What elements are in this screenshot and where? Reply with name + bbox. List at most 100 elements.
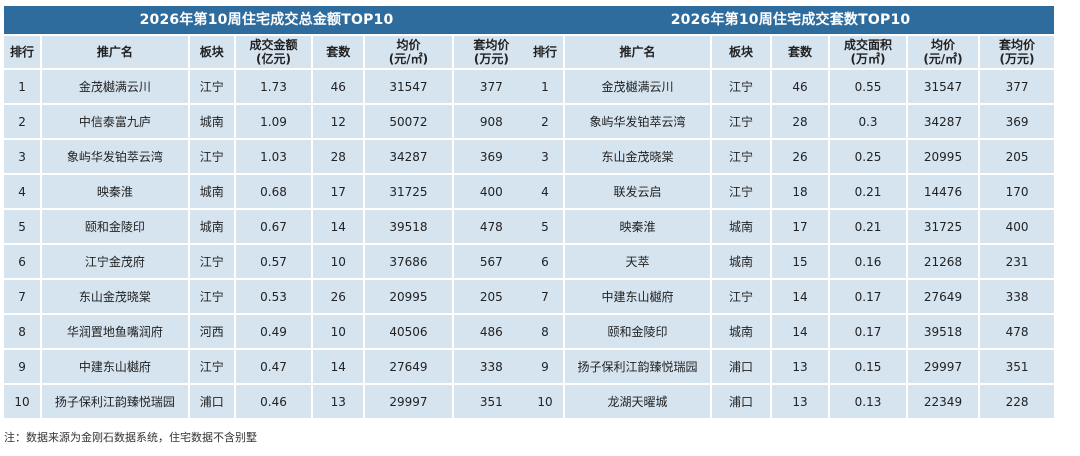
rank-cell: 4 bbox=[4, 175, 41, 208]
district-cell: 城南 bbox=[710, 315, 770, 348]
amount-cell: 0.68 bbox=[233, 175, 312, 208]
area-cell: 0.25 bbox=[828, 140, 906, 173]
rank-cell: 8 bbox=[4, 315, 41, 348]
column-header-amount: 成交金额 (亿元) bbox=[233, 36, 312, 68]
amount-cell: 0.53 bbox=[233, 280, 312, 313]
rank-cell: 3 bbox=[4, 140, 41, 173]
table-row: 3 东山金茂晓棠 江宁 26 0.25 20995 205 bbox=[527, 140, 1055, 173]
project-cell: 天萃 bbox=[563, 245, 710, 278]
column-header-project: 推广名 bbox=[563, 36, 710, 68]
avg-price-cell: 27649 bbox=[906, 280, 978, 313]
avg-unit-price-cell: 400 bbox=[451, 175, 529, 208]
avg-price-cell: 31547 bbox=[906, 70, 978, 103]
district-cell: 城南 bbox=[187, 175, 234, 208]
project-cell: 扬子保利江韵臻悦瑞园 bbox=[40, 385, 188, 418]
rank-cell: 5 bbox=[527, 210, 563, 243]
avg-price-cell: 29997 bbox=[363, 385, 452, 418]
district-cell: 浦口 bbox=[710, 350, 770, 383]
amount-top10-table: 2026年第10周住宅成交总金额TOP10 排行 推广名 板块 成交金额 (亿元… bbox=[4, 4, 529, 420]
column-header-district: 板块 bbox=[710, 36, 770, 68]
district-cell: 城南 bbox=[710, 210, 770, 243]
avg-unit-price-cell: 567 bbox=[451, 245, 529, 278]
area-cell: 0.55 bbox=[828, 70, 906, 103]
units-cell: 14 bbox=[311, 350, 364, 383]
project-cell: 颐和金陵印 bbox=[40, 210, 188, 243]
units-cell: 18 bbox=[770, 175, 828, 208]
area-cell: 0.21 bbox=[828, 210, 906, 243]
column-header-avg-price: 均价 (元/㎡) bbox=[363, 36, 452, 68]
table-title: 2026年第10周住宅成交套数TOP10 bbox=[527, 6, 1055, 34]
units-cell: 26 bbox=[311, 280, 364, 313]
project-cell: 象屿华发铂萃云湾 bbox=[563, 105, 710, 138]
table-row: 4 映秦淮 城南 0.68 17 31725 400 bbox=[4, 175, 529, 208]
avg-unit-price-cell: 377 bbox=[978, 70, 1055, 103]
district-cell: 城南 bbox=[187, 210, 234, 243]
district-cell: 河西 bbox=[187, 315, 234, 348]
district-cell: 江宁 bbox=[187, 280, 234, 313]
table-row: 2 中信泰富九庐 城南 1.09 12 50072 908 bbox=[4, 105, 529, 138]
avg-unit-price-cell: 478 bbox=[451, 210, 529, 243]
rank-cell: 6 bbox=[4, 245, 41, 278]
table-row: 1 金茂樾满云川 江宁 46 0.55 31547 377 bbox=[527, 70, 1055, 103]
units-top10-panel: 2026年第10周住宅成交套数TOP10 排行 推广名 板块 套数 成交面积 (… bbox=[527, 4, 1055, 420]
units-cell: 13 bbox=[770, 385, 828, 418]
project-cell: 联发云启 bbox=[563, 175, 710, 208]
table-row: 4 联发云启 江宁 18 0.21 14476 170 bbox=[527, 175, 1055, 208]
units-cell: 13 bbox=[770, 350, 828, 383]
district-cell: 江宁 bbox=[710, 140, 770, 173]
area-cell: 0.13 bbox=[828, 385, 906, 418]
column-header-project: 推广名 bbox=[40, 36, 188, 68]
avg-price-cell: 22349 bbox=[906, 385, 978, 418]
units-cell: 14 bbox=[770, 280, 828, 313]
rank-cell: 6 bbox=[527, 245, 563, 278]
project-cell: 中建东山樾府 bbox=[40, 350, 188, 383]
avg-price-cell: 31725 bbox=[906, 210, 978, 243]
district-cell: 江宁 bbox=[187, 245, 234, 278]
avg-price-cell: 27649 bbox=[363, 350, 452, 383]
table-row: 6 天萃 城南 15 0.16 21268 231 bbox=[527, 245, 1055, 278]
avg-unit-price-cell: 338 bbox=[451, 350, 529, 383]
table-row: 8 颐和金陵印 城南 14 0.17 39518 478 bbox=[527, 315, 1055, 348]
rank-cell: 8 bbox=[527, 315, 563, 348]
table-row: 3 象屿华发铂萃云湾 江宁 1.03 28 34287 369 bbox=[4, 140, 529, 173]
table-row: 8 华润置地鱼嘴润府 河西 0.49 10 40506 486 bbox=[4, 315, 529, 348]
units-cell: 10 bbox=[311, 315, 364, 348]
area-cell: 0.21 bbox=[828, 175, 906, 208]
table-row: 9 中建东山樾府 江宁 0.47 14 27649 338 bbox=[4, 350, 529, 383]
project-cell: 龙湖天曜城 bbox=[563, 385, 710, 418]
column-header-area: 成交面积 (万㎡) bbox=[828, 36, 906, 68]
project-cell: 东山金茂晓棠 bbox=[40, 280, 188, 313]
column-header-avg-unit-price: 套均价 (万元) bbox=[978, 36, 1055, 68]
district-cell: 江宁 bbox=[710, 280, 770, 313]
column-header-avg-price: 均价 (元/㎡) bbox=[906, 36, 978, 68]
rank-cell: 10 bbox=[527, 385, 563, 418]
rank-cell: 10 bbox=[4, 385, 41, 418]
avg-unit-price-cell: 400 bbox=[978, 210, 1055, 243]
table-row: 9 扬子保利江韵臻悦瑞园 浦口 13 0.15 29997 351 bbox=[527, 350, 1055, 383]
district-cell: 江宁 bbox=[710, 175, 770, 208]
units-top10-table: 2026年第10周住宅成交套数TOP10 排行 推广名 板块 套数 成交面积 (… bbox=[527, 4, 1055, 420]
avg-price-cell: 50072 bbox=[363, 105, 452, 138]
units-cell: 14 bbox=[311, 210, 364, 243]
avg-unit-price-cell: 377 bbox=[451, 70, 529, 103]
avg-unit-price-cell: 369 bbox=[978, 105, 1055, 138]
amount-cell: 0.67 bbox=[233, 210, 312, 243]
area-cell: 0.16 bbox=[828, 245, 906, 278]
area-cell: 0.15 bbox=[828, 350, 906, 383]
table-row: 7 东山金茂晓棠 江宁 0.53 26 20995 205 bbox=[4, 280, 529, 313]
table-row: 10 龙湖天曜城 浦口 13 0.13 22349 228 bbox=[527, 385, 1055, 418]
avg-unit-price-cell: 486 bbox=[451, 315, 529, 348]
rank-cell: 3 bbox=[527, 140, 563, 173]
avg-unit-price-cell: 205 bbox=[451, 280, 529, 313]
units-cell: 13 bbox=[311, 385, 364, 418]
column-header-rank: 排行 bbox=[4, 36, 41, 68]
avg-unit-price-cell: 351 bbox=[451, 385, 529, 418]
district-cell: 浦口 bbox=[187, 385, 234, 418]
project-cell: 映秦淮 bbox=[563, 210, 710, 243]
district-cell: 江宁 bbox=[187, 70, 234, 103]
district-cell: 浦口 bbox=[710, 385, 770, 418]
avg-price-cell: 14476 bbox=[906, 175, 978, 208]
project-cell: 东山金茂晓棠 bbox=[563, 140, 710, 173]
avg-price-cell: 37686 bbox=[363, 245, 452, 278]
